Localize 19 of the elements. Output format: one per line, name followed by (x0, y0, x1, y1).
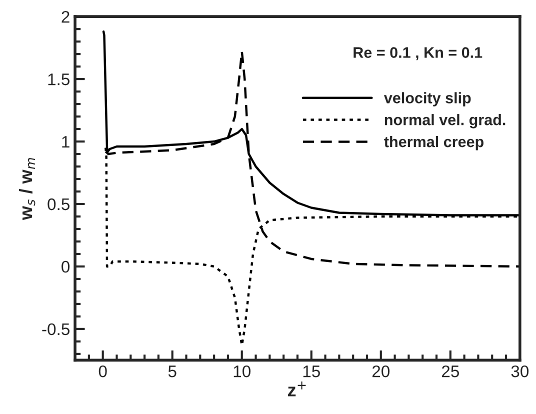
y-tick-label: 1 (62, 136, 70, 148)
y-axis-title: w$_{s}$ / w$_{m}$ (18, 158, 36, 220)
x-tick-label: 10 (234, 365, 250, 378)
x-tick-label: 25 (442, 365, 459, 378)
x-tick-label: 5 (168, 366, 176, 378)
legend-label: normal vel. grad. (384, 114, 506, 128)
y-tick-label: 0 (62, 260, 70, 273)
x-tick-label: 30 (511, 365, 529, 378)
annotation: Re = 0.1 , Kn = 0.1 (354, 47, 482, 60)
y-tick-label: -0.5 (42, 323, 70, 336)
x-tick-label: 15 (303, 366, 320, 378)
x-tick-label: 0 (98, 365, 107, 378)
y-tick-label: 0.5 (48, 198, 70, 210)
x-tick-label: 20 (372, 365, 390, 378)
legend-label: thermal creep (384, 136, 484, 150)
y-tick-label: 2 (62, 10, 70, 23)
legend-label: velocity slip (384, 92, 471, 106)
y-tick-label: 1.5 (48, 74, 70, 86)
x-axis-title: z$^{+}$ (288, 381, 306, 396)
